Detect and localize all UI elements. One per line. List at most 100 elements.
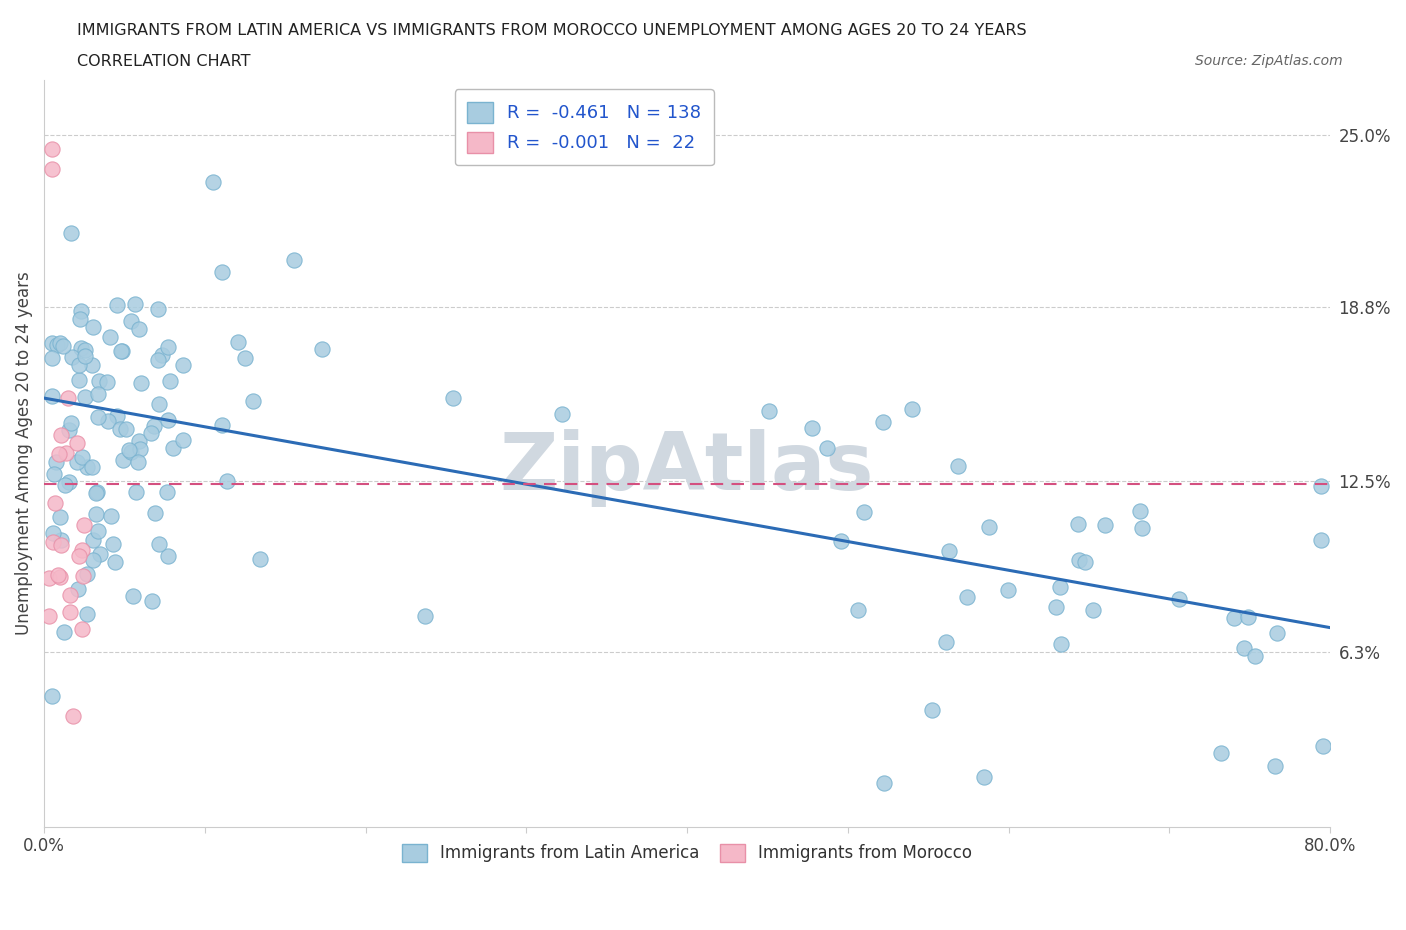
Point — [104, 554, 127, 569]
Point — [67, 357, 90, 372]
Point — [82, 552, 104, 567]
Point — [162, 441, 184, 456]
Point — [48, 446, 70, 461]
Point — [86, 409, 108, 424]
Point — [115, 421, 138, 436]
Point — [935, 634, 957, 649]
Point — [38, 608, 60, 623]
Point — [156, 339, 179, 354]
Point — [1237, 609, 1260, 624]
Point — [146, 352, 169, 367]
Point — [41, 141, 63, 156]
Point — [84, 485, 107, 500]
Point — [157, 413, 180, 428]
Point — [49, 538, 72, 552]
Point — [1309, 479, 1331, 494]
Point — [921, 703, 943, 718]
Point — [58, 422, 80, 437]
Point — [979, 519, 1001, 534]
Point — [157, 549, 180, 564]
Point — [901, 401, 924, 416]
Point — [145, 505, 167, 520]
Point — [82, 319, 104, 334]
Point — [49, 509, 72, 524]
Point — [110, 344, 132, 359]
Point — [128, 322, 150, 337]
Point — [38, 571, 60, 586]
Point — [100, 509, 122, 524]
Point — [141, 593, 163, 608]
Point — [118, 442, 141, 457]
Point — [283, 253, 305, 268]
Point — [70, 340, 93, 355]
Point — [46, 567, 69, 582]
Point — [105, 408, 128, 423]
Text: ZipAtlas: ZipAtlas — [499, 430, 875, 508]
Point — [758, 404, 780, 418]
Point — [76, 606, 98, 621]
Point — [49, 336, 72, 351]
Point — [226, 335, 249, 350]
Point — [128, 433, 150, 448]
Y-axis label: Unemployment Among Ages 20 to 24 years: Unemployment Among Ages 20 to 24 years — [15, 272, 32, 635]
Point — [233, 351, 256, 365]
Point — [45, 338, 67, 352]
Point — [242, 393, 264, 408]
Point — [59, 604, 82, 619]
Point — [59, 415, 82, 430]
Point — [146, 301, 169, 316]
Point — [59, 588, 82, 603]
Point — [873, 776, 896, 790]
Point — [872, 415, 894, 430]
Point — [1223, 611, 1246, 626]
Point — [311, 341, 333, 356]
Point — [84, 507, 107, 522]
Point — [1243, 648, 1265, 663]
Point — [66, 581, 89, 596]
Point — [946, 458, 969, 473]
Point — [60, 350, 83, 365]
Point — [73, 343, 96, 358]
Point — [41, 335, 63, 350]
Point — [72, 568, 94, 583]
Point — [159, 373, 181, 388]
Point — [124, 296, 146, 311]
Point — [139, 426, 162, 441]
Text: IMMIGRANTS FROM LATIN AMERICA VS IMMIGRANTS FROM MOROCCO UNEMPLOYMENT AMONG AGES: IMMIGRANTS FROM LATIN AMERICA VS IMMIGRA… — [77, 23, 1026, 38]
Point — [73, 517, 96, 532]
Point — [73, 349, 96, 364]
Point — [211, 418, 233, 432]
Point — [1312, 738, 1334, 753]
Point — [41, 161, 63, 176]
Point — [120, 313, 142, 328]
Point — [96, 375, 118, 390]
Point — [956, 589, 979, 604]
Point — [1129, 503, 1152, 518]
Point — [45, 455, 67, 470]
Point — [42, 526, 65, 541]
Point — [413, 608, 436, 623]
Point — [124, 485, 146, 499]
Point — [148, 537, 170, 551]
Point — [60, 225, 83, 240]
Point — [41, 389, 63, 404]
Point — [1045, 600, 1067, 615]
Point — [58, 391, 80, 405]
Point — [129, 376, 152, 391]
Point — [830, 534, 852, 549]
Point — [58, 475, 80, 490]
Point — [101, 537, 124, 551]
Point — [87, 524, 110, 538]
Point — [211, 264, 233, 279]
Point — [1167, 591, 1189, 606]
Point — [42, 466, 65, 481]
Point — [76, 459, 98, 474]
Point — [87, 374, 110, 389]
Point — [44, 496, 66, 511]
Text: CORRELATION CHART: CORRELATION CHART — [77, 54, 250, 69]
Point — [1132, 520, 1154, 535]
Point — [52, 625, 75, 640]
Point — [62, 709, 84, 724]
Point — [86, 485, 108, 499]
Point — [1049, 579, 1071, 594]
